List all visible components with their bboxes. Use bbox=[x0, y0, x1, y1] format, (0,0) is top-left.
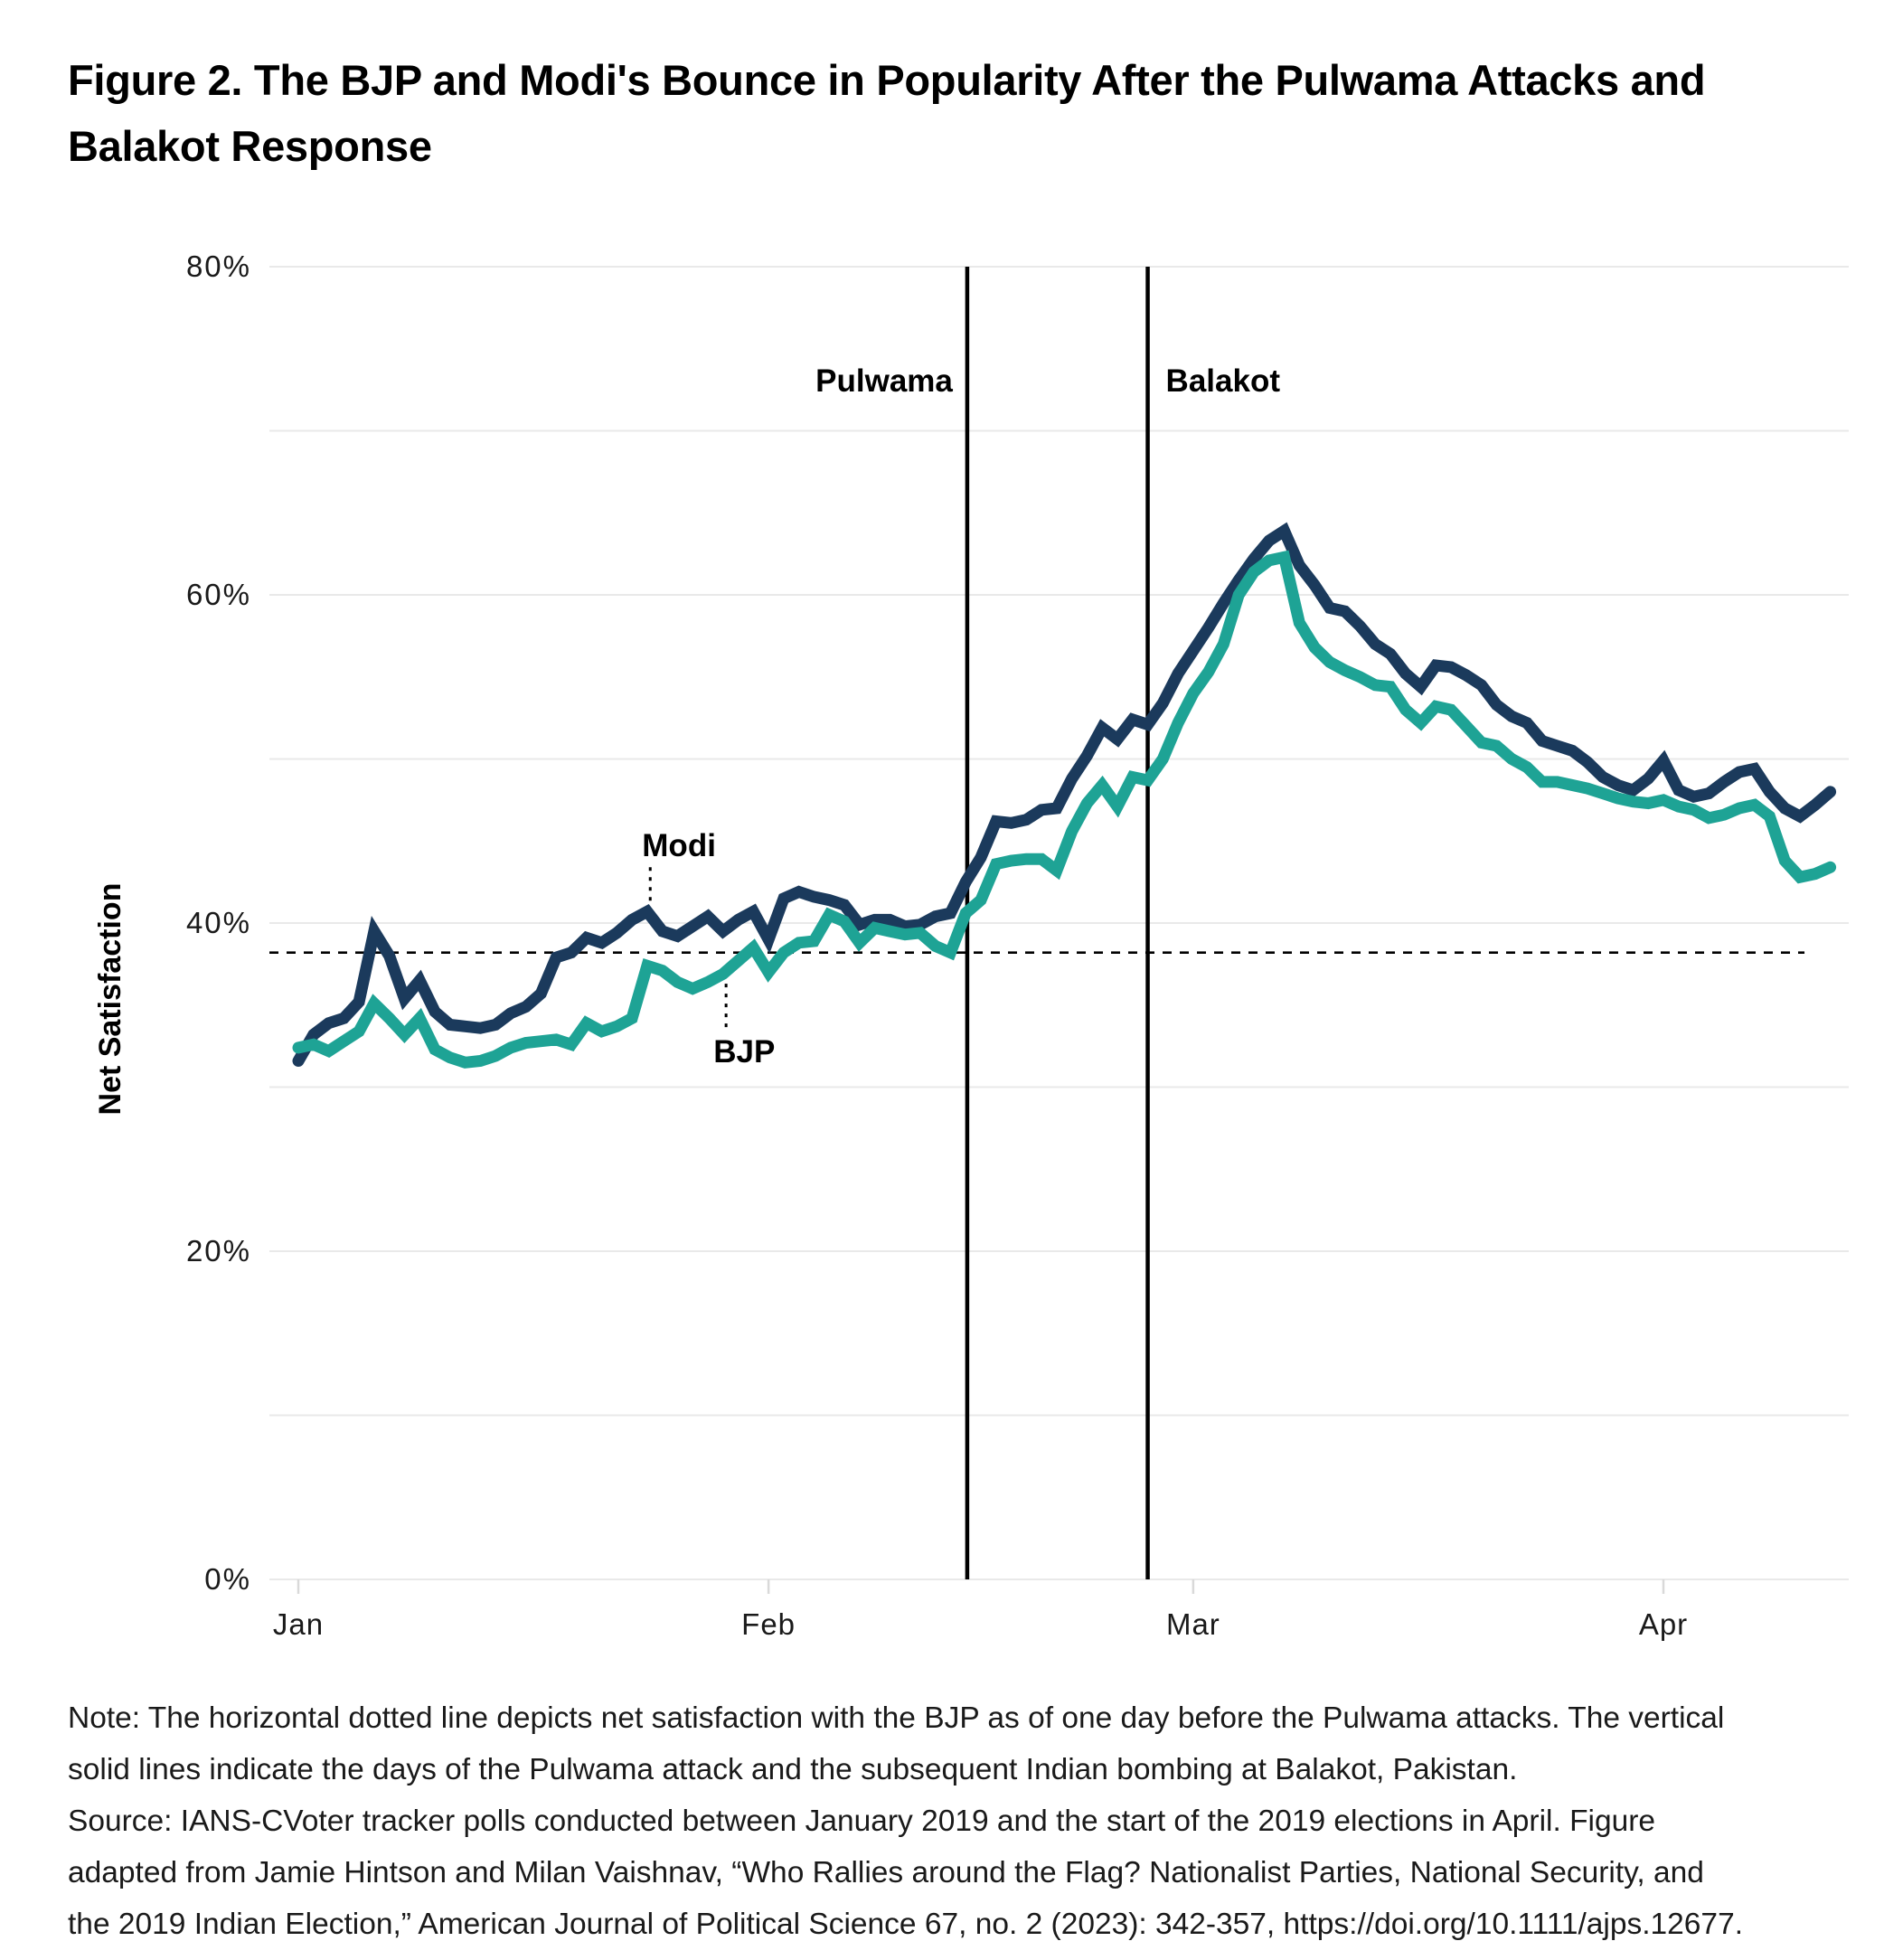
y-tick-label: 40% bbox=[185, 906, 251, 939]
series-line-modi bbox=[292, 522, 1837, 1067]
series-label-modi: Modi bbox=[642, 827, 716, 863]
figure-title-line2: Balakot Response bbox=[68, 122, 432, 170]
series-line-bjp bbox=[292, 550, 1837, 1069]
x-tick-label: Jan bbox=[272, 1607, 325, 1641]
x-tick-label: Mar bbox=[1165, 1607, 1220, 1641]
note-line: Note: The horizontal dotted line depicts… bbox=[68, 1701, 1725, 1735]
event-label-pulwama: Pulwama bbox=[815, 363, 953, 399]
y-tick-label: 60% bbox=[185, 578, 251, 611]
figure-title-line1: Figure 2. The BJP and Modi's Bounce in P… bbox=[68, 56, 1706, 104]
y-tick-label: 20% bbox=[185, 1234, 251, 1267]
note-line: adapted from Jamie Hintson and Milan Vai… bbox=[68, 1856, 1704, 1889]
y-tick-label: 80% bbox=[185, 250, 251, 283]
figure-title: Figure 2. The BJP and Modi's Bounce in P… bbox=[68, 47, 1840, 179]
note-line: the 2019 Indian Election,” American Jour… bbox=[68, 1908, 1744, 1941]
note-line: solid lines indicate the days of the Pul… bbox=[68, 1753, 1518, 1786]
figure-note: Note: The horizontal dotted line depicts… bbox=[68, 1692, 1853, 1950]
x-tick-label: Apr bbox=[1638, 1607, 1689, 1641]
x-tick-label: Feb bbox=[741, 1607, 796, 1641]
note-line: Source: IANS-CVoter tracker polls conduc… bbox=[68, 1805, 1656, 1838]
series-label-bjp: BJP bbox=[713, 1034, 776, 1070]
event-label-balakot: Balakot bbox=[1165, 363, 1280, 399]
y-tick-label: 0% bbox=[204, 1562, 251, 1596]
